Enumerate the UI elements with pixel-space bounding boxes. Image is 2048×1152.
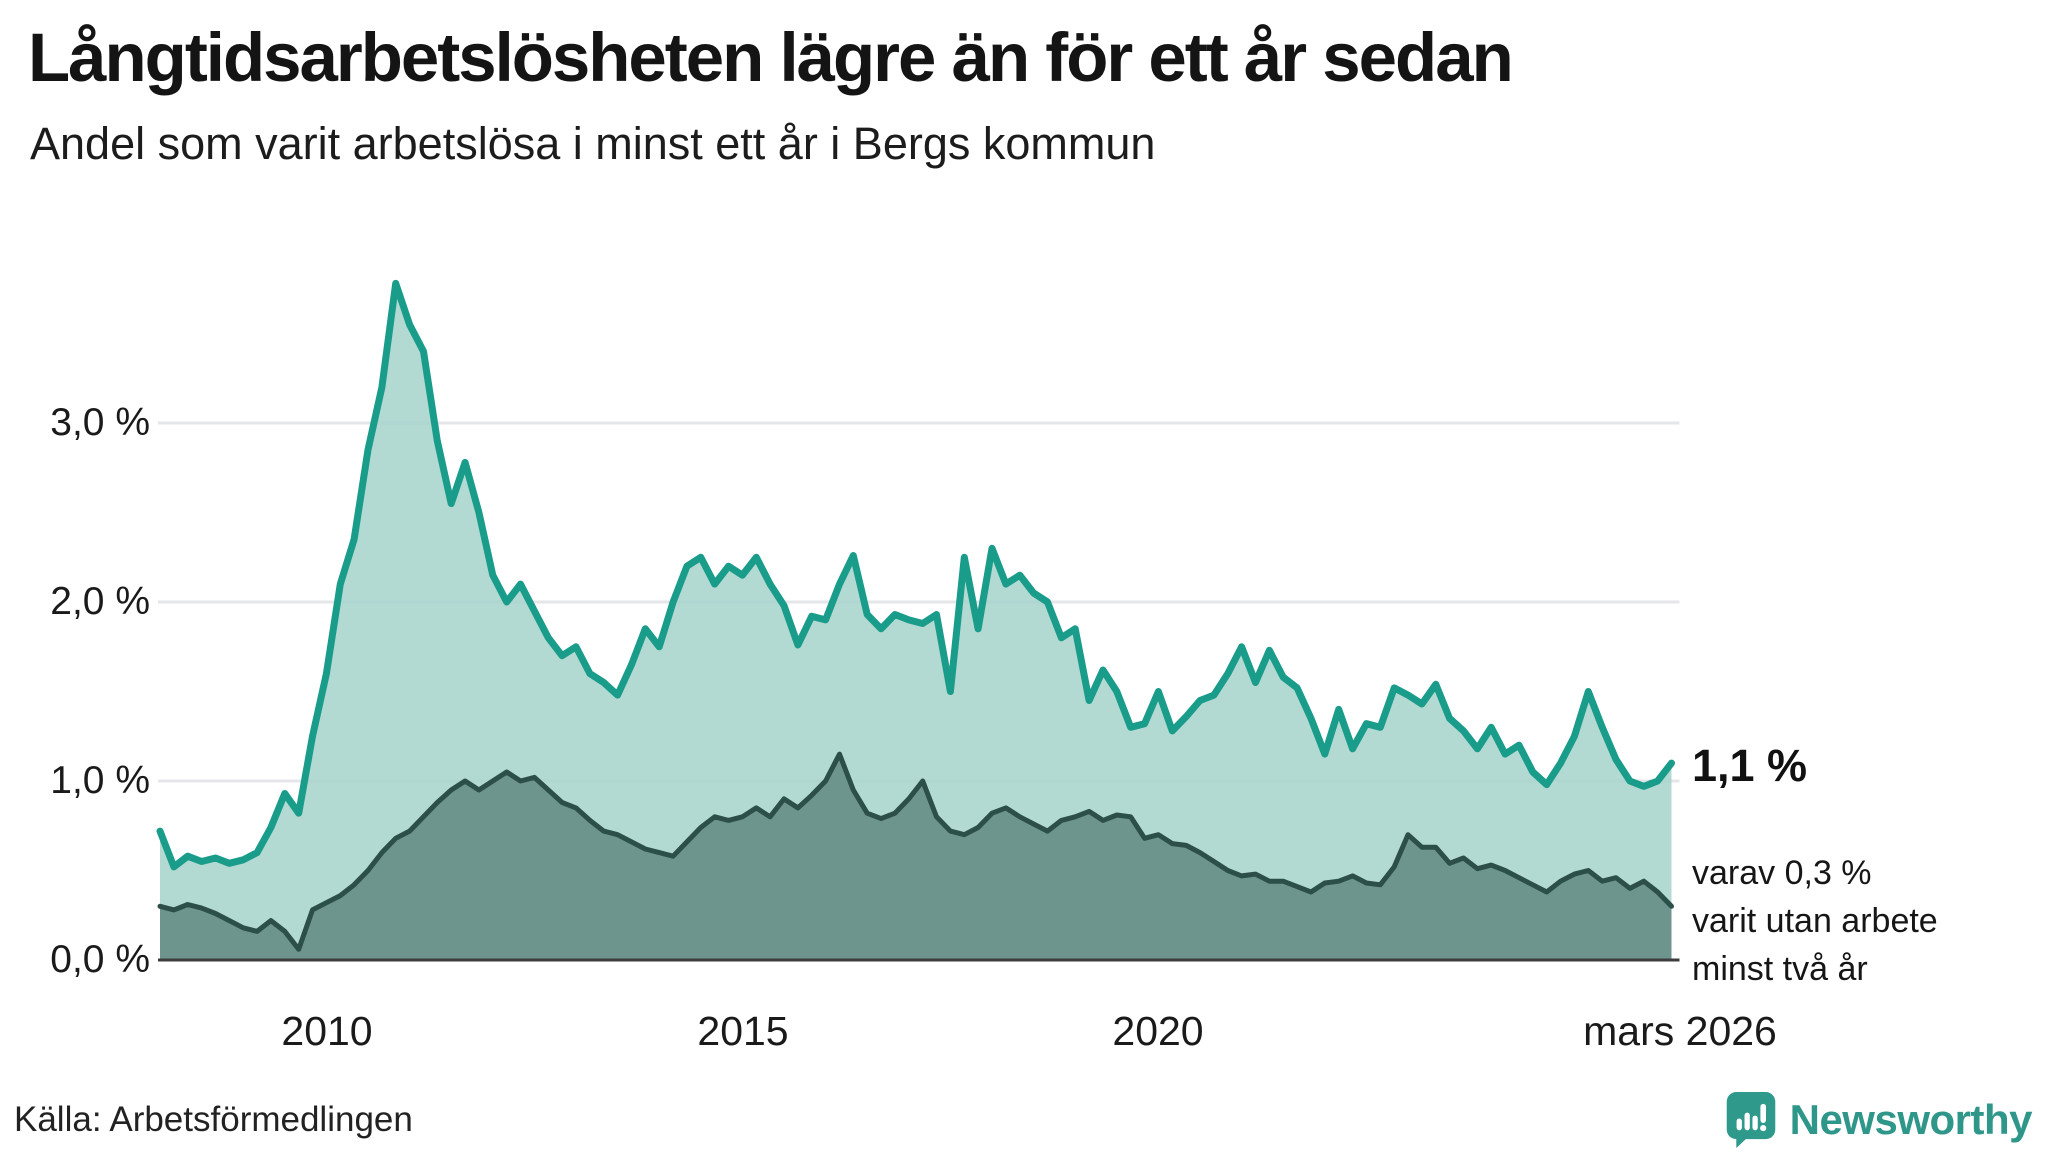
bar-tall: [1752, 1115, 1758, 1131]
y-axis-tick-label: 0,0 %: [50, 938, 150, 981]
newsworthy-logo: Newsworthy: [1726, 1088, 2033, 1152]
newsworthy-logo-icon: [1726, 1092, 1775, 1148]
latest-value-label: 1,1 %: [1692, 740, 1808, 791]
chart-subtitle: Andel som varit arbetslösa i minst ett å…: [30, 118, 1156, 169]
bar-medium: [1744, 1112, 1750, 1131]
source-note: Källa: Arbetsförmedlingen: [14, 1100, 413, 1139]
x-axis-tick-label: 2010: [281, 1008, 373, 1054]
y-axis-tick-label: 1,0 %: [50, 759, 150, 802]
secondary-note-line: varav 0,3 %: [1692, 854, 1872, 892]
y-axis-tick-label: 3,0 %: [50, 401, 150, 444]
line-one-year: [156, 279, 1675, 871]
bar-small: [1736, 1118, 1742, 1131]
exclamation-bar: [1760, 1103, 1766, 1123]
speech-bubble-shape: [1726, 1092, 1775, 1148]
y-axis-tick-label: 2,0 %: [50, 580, 150, 623]
x-axis-tick-label: 2015: [697, 1008, 789, 1054]
area-two-years: [160, 754, 1672, 960]
line-two-years: [157, 751, 1674, 952]
x-axis-tick-label: mars 2026: [1583, 1008, 1777, 1054]
exclamation-dot: [1759, 1125, 1766, 1132]
secondary-note: varav 0,3 % varit utan arbete minst två …: [1692, 849, 2032, 993]
secondary-note-line: minst två år: [1692, 950, 1868, 988]
newsworthy-logo-text: Newsworthy: [1789, 1096, 2033, 1143]
x-axis-tick-label: 2020: [1112, 1008, 1204, 1054]
chart-title: Långtidsarbetslösheten lägre än för ett …: [28, 19, 1514, 96]
secondary-note-line: varit utan arbete: [1692, 902, 1938, 940]
